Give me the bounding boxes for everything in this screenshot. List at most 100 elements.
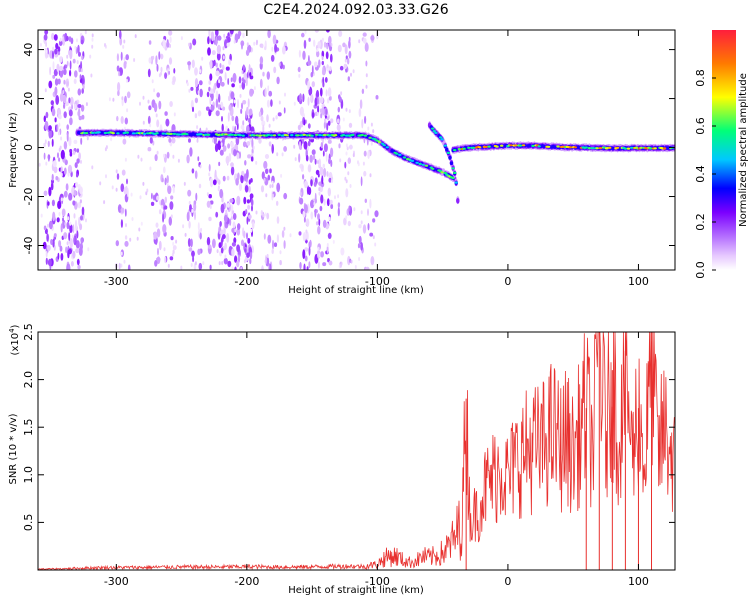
noise-cell [194, 170, 198, 179]
noise-cell [347, 58, 350, 65]
noise-cell [231, 242, 236, 247]
noise-cell [325, 89, 328, 97]
noise-cell [198, 262, 203, 270]
track-cell [155, 132, 159, 135]
noise-cell [163, 205, 168, 210]
noise-cell [298, 153, 301, 163]
noise-cell [182, 224, 185, 229]
noise-cell [73, 139, 78, 144]
noise-cell [158, 51, 161, 60]
noise-cell [172, 241, 175, 246]
noise-cell [234, 255, 238, 263]
noise-cell [58, 157, 61, 162]
noise-cell [310, 138, 315, 143]
noise-cell [246, 252, 250, 258]
noise-cell [323, 143, 328, 152]
noise-cell [317, 261, 320, 269]
noise-cell [51, 108, 56, 117]
noise-cell [213, 59, 216, 67]
noise-cell [161, 204, 163, 209]
noise-cell [274, 43, 278, 53]
noise-cell [218, 79, 221, 84]
noise-cell [78, 246, 83, 256]
noise-cell [105, 174, 107, 179]
noise-cell [72, 150, 76, 155]
noise-cell [55, 42, 59, 50]
noise-cell [69, 60, 72, 70]
noise-cell [279, 250, 282, 255]
noise-cell [365, 60, 368, 67]
noise-cell [64, 221, 67, 226]
noise-cell [347, 171, 350, 176]
track-cell [440, 171, 444, 174]
noise-cell [326, 245, 329, 254]
noise-cell [45, 111, 49, 119]
noise-cell [119, 30, 122, 40]
noise-cell [133, 58, 136, 62]
noise-cell [280, 173, 283, 178]
track-cell [207, 133, 211, 136]
track-cell [377, 141, 382, 144]
noise-cell [283, 240, 286, 249]
noise-cell [122, 44, 125, 49]
noise-cell [226, 233, 230, 243]
noise-cell [147, 68, 151, 78]
noise-cell [131, 217, 134, 221]
noise-cell [231, 227, 236, 233]
noise-cell [58, 131, 60, 136]
noise-cell [330, 53, 333, 63]
noise-cell [65, 246, 68, 254]
noise-cell [271, 180, 274, 185]
noise-cell [77, 264, 81, 270]
noise-cell [222, 234, 226, 240]
track-cell [553, 145, 557, 149]
noise-cell [317, 41, 322, 49]
track-cell [258, 134, 263, 137]
track-cell [449, 161, 454, 165]
noise-cell [115, 187, 118, 192]
noise-cell [230, 162, 234, 168]
noise-cell [53, 34, 58, 41]
noise-cell [248, 118, 251, 126]
noise-cell [347, 157, 351, 164]
noise-cell [230, 141, 234, 149]
noise-cell [91, 37, 94, 42]
noise-cell [367, 126, 370, 131]
noise-cell [307, 123, 311, 129]
noise-cell [213, 84, 216, 94]
noise-cell [164, 256, 167, 264]
noise-cell [63, 111, 67, 119]
noise-cell [220, 237, 223, 247]
noise-cell [162, 39, 166, 49]
noise-cell [326, 243, 329, 247]
noise-cell [119, 37, 123, 46]
noise-cell [345, 107, 348, 112]
noise-cell [168, 57, 173, 65]
spectrogram-heat [38, 30, 675, 270]
noise-cell [44, 30, 49, 35]
noise-cell [77, 104, 82, 108]
noise-cell [215, 110, 220, 117]
noise-cell [194, 97, 198, 104]
y-tick-label: 1.5 [22, 418, 35, 436]
noise-cell [164, 177, 167, 186]
noise-cell [309, 96, 312, 101]
colorbar-tick-label: 0.2 [694, 213, 707, 231]
noise-cell [230, 216, 233, 221]
noise-cell [110, 137, 113, 142]
noise-cell [219, 63, 222, 68]
noise-cell [72, 224, 75, 234]
noise-cell [127, 264, 131, 270]
noise-cell [247, 154, 252, 159]
noise-cell [245, 49, 250, 56]
noise-cell [255, 210, 258, 215]
noise-cell [321, 37, 324, 42]
noise-cell [230, 77, 233, 82]
noise-cell [47, 223, 49, 228]
noise-cell [58, 114, 62, 120]
noise-cell [316, 47, 319, 52]
track-cell [169, 132, 173, 135]
noise-cell [142, 120, 145, 125]
noise-cell [246, 216, 249, 225]
noise-cell [265, 255, 267, 265]
